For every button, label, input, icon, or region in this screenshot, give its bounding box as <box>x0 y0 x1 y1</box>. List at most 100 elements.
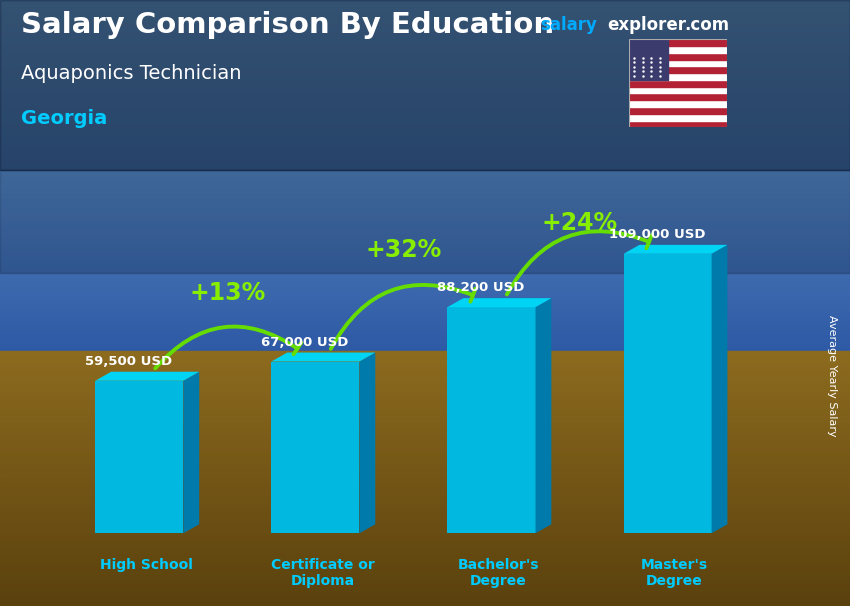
Bar <box>0 415 850 419</box>
Polygon shape <box>629 100 727 107</box>
Bar <box>0 228 850 233</box>
Bar <box>0 26 850 31</box>
Text: 88,200 USD: 88,200 USD <box>437 281 524 295</box>
Bar <box>0 202 850 207</box>
Bar <box>0 285 850 290</box>
Bar <box>0 259 850 264</box>
Bar <box>0 593 850 598</box>
Polygon shape <box>629 80 727 87</box>
Bar <box>0 525 850 530</box>
Polygon shape <box>629 114 727 121</box>
Bar <box>0 198 850 202</box>
Text: Georgia: Georgia <box>21 109 107 128</box>
Bar <box>0 496 850 500</box>
Bar <box>0 312 850 316</box>
Bar <box>0 145 850 149</box>
Bar <box>0 238 850 242</box>
Text: .com: .com <box>684 16 729 34</box>
Bar <box>0 281 850 285</box>
Bar <box>0 264 850 268</box>
Bar <box>0 4 850 8</box>
Bar <box>0 441 850 445</box>
Text: 59,500 USD: 59,500 USD <box>85 355 173 368</box>
Bar <box>0 290 850 295</box>
Bar <box>0 483 850 487</box>
Bar <box>0 167 850 171</box>
Text: +13%: +13% <box>190 281 265 305</box>
Bar <box>0 381 850 385</box>
Bar <box>0 500 850 504</box>
Bar <box>0 538 850 542</box>
Bar <box>0 589 850 593</box>
Bar <box>0 360 850 364</box>
Bar <box>0 0 850 4</box>
Bar <box>0 542 850 547</box>
Bar <box>0 171 850 176</box>
Bar <box>0 445 850 449</box>
Bar <box>0 385 850 390</box>
Text: salary: salary <box>540 16 597 34</box>
Polygon shape <box>629 59 727 67</box>
Bar <box>0 185 850 189</box>
Bar <box>0 246 850 250</box>
Bar <box>0 547 850 551</box>
Bar <box>0 436 850 441</box>
Bar <box>0 189 850 193</box>
Bar <box>0 521 850 525</box>
Bar <box>0 564 850 568</box>
Bar <box>0 303 850 308</box>
Polygon shape <box>629 87 727 93</box>
Bar <box>0 368 850 373</box>
Bar <box>0 92 850 96</box>
Bar <box>0 150 850 154</box>
Bar <box>0 84 850 88</box>
Bar <box>0 534 850 538</box>
Bar <box>0 75 850 79</box>
Bar <box>0 428 850 432</box>
Bar <box>0 551 850 555</box>
Bar <box>0 325 850 330</box>
Polygon shape <box>0 170 850 273</box>
Bar <box>0 53 850 57</box>
Bar <box>0 66 850 70</box>
Bar <box>0 18 850 22</box>
Polygon shape <box>629 67 727 73</box>
Bar <box>0 453 850 458</box>
Bar <box>0 57 850 61</box>
Bar <box>0 176 850 180</box>
Bar <box>0 233 850 237</box>
Bar <box>0 419 850 424</box>
Bar <box>0 394 850 398</box>
Bar <box>0 602 850 606</box>
Bar <box>0 308 850 312</box>
Bar <box>0 474 850 479</box>
Bar <box>0 119 850 123</box>
Polygon shape <box>95 371 199 381</box>
Bar <box>0 504 850 508</box>
Text: Bachelor's
Degree: Bachelor's Degree <box>458 558 539 588</box>
Polygon shape <box>360 353 375 533</box>
Polygon shape <box>629 93 727 100</box>
Bar <box>0 123 850 127</box>
Bar <box>0 132 850 136</box>
Text: High School: High School <box>100 558 193 572</box>
Bar <box>0 513 850 517</box>
Bar <box>0 220 850 224</box>
Bar <box>0 268 850 273</box>
Polygon shape <box>447 307 536 533</box>
Bar <box>0 250 850 255</box>
Bar <box>0 141 850 145</box>
Bar <box>0 48 850 53</box>
Bar <box>0 364 850 368</box>
Bar <box>0 224 850 228</box>
Bar <box>0 517 850 521</box>
Polygon shape <box>447 298 552 307</box>
Polygon shape <box>629 39 668 80</box>
Bar <box>0 299 850 303</box>
Bar <box>0 295 850 299</box>
Bar <box>0 321 850 325</box>
Bar <box>0 61 850 66</box>
Bar <box>0 110 850 114</box>
Bar <box>0 193 850 198</box>
Bar <box>0 373 850 377</box>
